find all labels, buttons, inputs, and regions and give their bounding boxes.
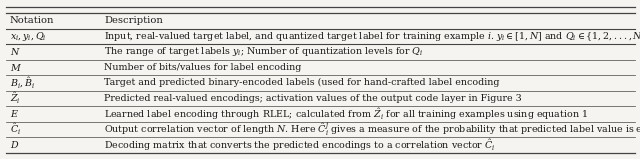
Text: Number of bits/values for label encoding: Number of bits/values for label encoding (104, 63, 301, 72)
Text: $M$: $M$ (10, 62, 22, 73)
Text: $\hat{Z}_i$: $\hat{Z}_i$ (10, 91, 20, 106)
Text: $\hat{C}_i$: $\hat{C}_i$ (10, 122, 20, 137)
Text: Target and predicted binary-encoded labels (used for hand-crafted label encoding: Target and predicted binary-encoded labe… (104, 78, 500, 87)
Text: $E$: $E$ (10, 108, 19, 119)
Text: $D$: $D$ (10, 139, 19, 150)
Text: Learned label encoding through RLEL; calculated from $\hat{Z}_i$ for all trainin: Learned label encoding through RLEL; cal… (104, 106, 588, 122)
Text: Predicted real-valued encodings; activation values of the output code layer in F: Predicted real-valued encodings; activat… (104, 94, 522, 103)
Text: $x_i, y_i, Q_i$: $x_i, y_i, Q_i$ (10, 30, 46, 43)
Text: The range of target labels $y_i$; Number of quantization levels for $Q_i$: The range of target labels $y_i$; Number… (104, 45, 424, 58)
Text: Description: Description (104, 16, 163, 25)
Text: $N$: $N$ (10, 46, 20, 57)
Text: Output correlation vector of length $N$. Here $\hat{C}_i^j$ gives a measure of t: Output correlation vector of length $N$.… (104, 121, 640, 138)
Text: Decoding matrix that converts the predicted encodings to a correlation vector $\: Decoding matrix that converts the predic… (104, 137, 496, 153)
Text: Input, real-valued target label, and quantized target label for training example: Input, real-valued target label, and qua… (104, 30, 640, 43)
Text: $B_i, \hat{B}_i$: $B_i, \hat{B}_i$ (10, 76, 35, 90)
Text: Notation: Notation (10, 16, 54, 25)
